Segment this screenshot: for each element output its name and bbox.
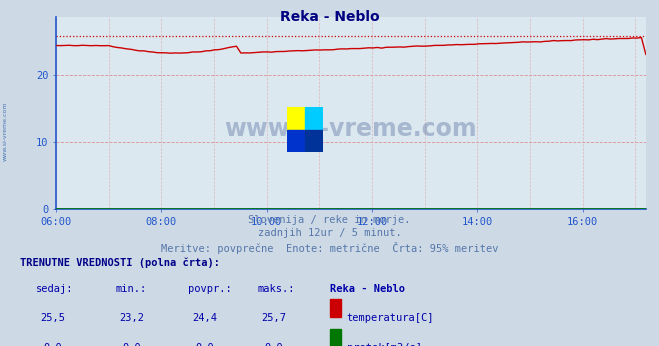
Text: 25,5: 25,5 [40, 313, 65, 323]
Bar [287, 130, 304, 152]
Text: sedaj:: sedaj: [36, 284, 74, 294]
Text: zadnjih 12ur / 5 minut.: zadnjih 12ur / 5 minut. [258, 228, 401, 238]
Text: 0,0: 0,0 [195, 343, 214, 346]
Text: min.:: min.: [115, 284, 146, 294]
Text: temperatura[C]: temperatura[C] [347, 313, 434, 323]
Text: www.si-vreme.com: www.si-vreme.com [3, 102, 8, 161]
Text: TRENUTNE VREDNOSTI (polna črta):: TRENUTNE VREDNOSTI (polna črta): [20, 258, 219, 268]
Text: Reka - Neblo: Reka - Neblo [279, 10, 380, 24]
Text: Reka - Neblo: Reka - Neblo [330, 284, 405, 294]
Text: 0,0: 0,0 [43, 343, 62, 346]
Text: 0,0: 0,0 [123, 343, 141, 346]
Text: Slovenija / reke in morje.: Slovenija / reke in morje. [248, 215, 411, 225]
Text: www.si-vreme.com: www.si-vreme.com [225, 117, 477, 141]
Text: 24,4: 24,4 [192, 313, 217, 323]
Bar [304, 130, 323, 152]
Text: 0,0: 0,0 [264, 343, 283, 346]
Text: 23,2: 23,2 [119, 313, 144, 323]
Text: 25,7: 25,7 [261, 313, 286, 323]
Bar [287, 107, 304, 130]
Bar [304, 107, 323, 130]
Text: maks.:: maks.: [257, 284, 295, 294]
Text: Meritve: povprečne  Enote: metrične  Črta: 95% meritev: Meritve: povprečne Enote: metrične Črta:… [161, 242, 498, 254]
Text: povpr.:: povpr.: [188, 284, 231, 294]
Text: pretok[m3/s]: pretok[m3/s] [347, 343, 422, 346]
